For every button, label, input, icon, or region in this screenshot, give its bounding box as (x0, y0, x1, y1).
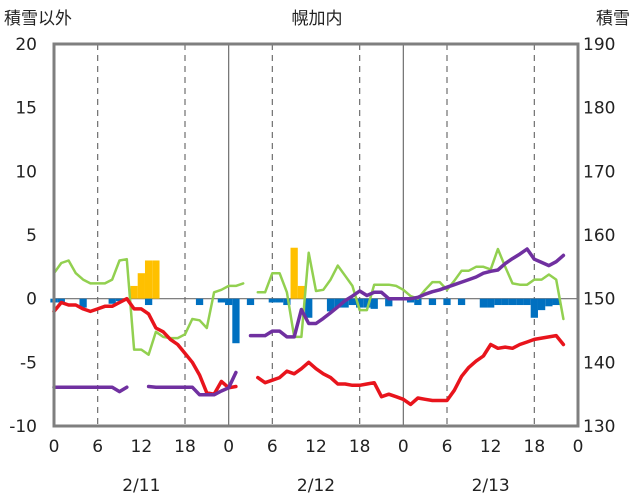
right-tick-label: 180 (583, 99, 615, 119)
bar (537, 298, 546, 311)
x-tick-label: 0 (398, 437, 409, 457)
bar (385, 298, 393, 307)
right-tick-label: 140 (583, 353, 615, 373)
day-label: 2/11 (122, 476, 160, 496)
bar (130, 285, 138, 299)
bar (152, 260, 160, 299)
right-tick-label: 160 (583, 226, 615, 246)
chart-title: 幌加内 (292, 9, 343, 29)
bar (508, 298, 517, 306)
x-tick-label: 6 (442, 437, 453, 457)
left-tick-label: 20 (15, 35, 37, 55)
x-tick-label: 18 (174, 437, 196, 457)
x-tick-label: 18 (349, 437, 371, 457)
plot-frame (52, 42, 580, 428)
x-tick-label: 0 (573, 437, 584, 457)
bar (363, 298, 371, 308)
bar (516, 298, 524, 306)
bar (487, 298, 495, 308)
bar (523, 298, 531, 306)
right-axis-label: 積雪 (596, 9, 630, 29)
x-tick-label: 0 (49, 437, 60, 457)
x-tick-label: 18 (524, 437, 546, 457)
bar (144, 260, 153, 299)
series-line (52, 247, 565, 356)
bar (297, 285, 306, 299)
left-axis-label: 積雪以外 (4, 9, 72, 29)
left-tick-label: 10 (15, 162, 37, 182)
bars (50, 247, 560, 344)
x-tick-label: 12 (305, 437, 327, 457)
bar (115, 298, 124, 302)
bar (370, 298, 378, 309)
bar (108, 298, 116, 304)
bar (457, 298, 466, 306)
bar (334, 298, 342, 308)
left-tick-label: -5 (20, 353, 37, 373)
bar (428, 298, 437, 306)
x-tick-label: 12 (131, 437, 153, 457)
left-tick-label: -10 (9, 417, 37, 437)
series-line (52, 247, 566, 397)
bar (545, 298, 553, 307)
x-tick-label: 6 (267, 437, 278, 457)
bar (341, 298, 349, 308)
bar (144, 298, 153, 306)
right-tick-label: 150 (583, 290, 615, 310)
bar (414, 298, 422, 306)
bar (501, 298, 509, 306)
left-tick-label: 0 (26, 290, 37, 310)
bar (79, 298, 87, 308)
bar (195, 298, 204, 306)
bar (268, 298, 276, 303)
bar (479, 298, 488, 308)
x-tick-label: 6 (92, 437, 103, 457)
bar (356, 298, 364, 308)
bar (283, 298, 291, 306)
bar (530, 298, 538, 318)
bar (290, 247, 298, 299)
bar (275, 298, 284, 303)
bar (246, 298, 255, 306)
bar (232, 298, 240, 344)
bar (137, 273, 145, 299)
bar (305, 298, 313, 318)
x-tick-label: 0 (223, 437, 234, 457)
left-tick-label: 15 (15, 99, 37, 119)
day-label: 2/12 (297, 476, 335, 496)
bar (348, 298, 357, 306)
bar (443, 298, 451, 306)
bar (406, 298, 415, 303)
bar (57, 298, 65, 303)
bar (494, 298, 502, 306)
bar (552, 298, 560, 306)
lines (52, 247, 566, 407)
x-tick-label: 12 (480, 437, 502, 457)
right-tick-label: 130 (583, 417, 615, 437)
right-tick-label: 190 (583, 35, 615, 55)
right-tick-label: 170 (583, 162, 615, 182)
series-line (52, 296, 566, 407)
day-label: 2/13 (472, 476, 510, 496)
bar (225, 298, 233, 306)
bar (326, 298, 335, 312)
left-tick-label: 5 (26, 226, 37, 246)
bar (217, 298, 226, 303)
